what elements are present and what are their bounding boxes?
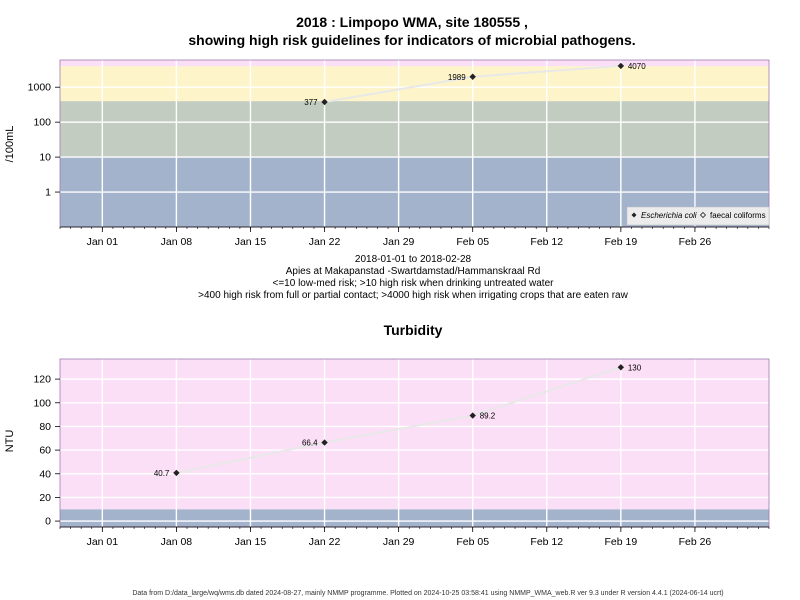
site-description-note: Apies at Makapanstad -Swartdamstad/Hamma… (286, 266, 541, 277)
x-tick-label: Feb 26 (679, 236, 712, 248)
legend-label-faecal-coliforms: faecal coliforms (710, 211, 766, 220)
x-tick-label: Jan 22 (309, 536, 341, 548)
contact-irrigation-risk-note: >400 high risk from full or partial cont… (198, 290, 628, 301)
data-label: 130 (628, 363, 642, 372)
x-tick-label: Feb 05 (456, 536, 489, 548)
x-tick-label: Feb 19 (604, 236, 637, 248)
data-point (469, 73, 476, 80)
microbial-plot-area: Jan 01 Jan 08 Jan 15 Jan 22 Jan 29 Feb 05 Feb … (28, 59, 770, 248)
x-tick-label: Jan 22 (309, 236, 341, 248)
x-tick-label: Feb 05 (456, 236, 489, 248)
y-tick-label: 20 (39, 492, 51, 504)
drinking-risk-note: <=10 low-med risk; >10 high risk when dr… (273, 278, 555, 289)
data-label: 89.2 (480, 412, 496, 421)
x-tick-label: Feb 12 (530, 236, 563, 248)
y-tick-label: 40 (39, 468, 51, 480)
risk-band (60, 66, 769, 102)
data-label: 1989 (448, 73, 466, 82)
x-tick-label: Jan 29 (383, 236, 415, 248)
x-tick-label: Jan 08 (161, 536, 193, 548)
data-point (617, 62, 625, 70)
y-tick-label: 120 (33, 374, 51, 386)
x-tick-label: Jan 15 (235, 236, 267, 248)
legend: Escherichia coli faecal coliforms (626, 206, 770, 226)
data-point (321, 98, 328, 106)
data-point (469, 412, 476, 419)
x-tick-label: Jan 01 (87, 536, 119, 548)
risk-band (60, 359, 769, 510)
y-tick-label: 10 (39, 152, 51, 164)
series-line (176, 366, 622, 474)
data-point (173, 469, 180, 477)
legend-filled-diamond-icon (631, 212, 637, 218)
data-point (617, 364, 625, 371)
date-range-note: 2018-01-01 to 2018-02-28 (355, 254, 472, 265)
risk-band (60, 101, 769, 158)
x-tick-label: Feb 12 (530, 536, 563, 548)
x-tick-label: Feb 26 (679, 536, 712, 548)
y-tick-label: 60 (39, 445, 51, 457)
turbidity-plot-area: Jan 01 Jan 08 Jan 15 Jan 22 Jan 29 Feb 05 Feb … (33, 358, 770, 548)
x-tick-label: Jan 08 (161, 236, 193, 248)
y-tick-label: 100 (33, 117, 51, 129)
data-label: 66.4 (302, 439, 318, 448)
chart-title-line1: 2018 : Limpopo WMA, site 180555 , (296, 14, 528, 30)
x-tick-label: Jan 15 (235, 536, 267, 548)
data-label: 377 (304, 98, 318, 107)
x-tick-label: Jan 01 (87, 236, 119, 248)
y-axis-label-microbial: /100mL (4, 126, 16, 163)
legend-label-escherichia-coli: Escherichia coli (641, 211, 697, 220)
legend-box (626, 206, 770, 226)
risk-band (60, 60, 769, 67)
y-tick-label: 1 (45, 187, 51, 199)
legend-open-diamond-icon (699, 211, 707, 219)
y-axis-label-turbidity: NTU (4, 430, 16, 453)
x-tick-label: Jan 29 (383, 536, 415, 548)
turbidity-title: Turbidity (384, 322, 443, 338)
y-tick-label: 80 (39, 421, 51, 433)
y-tick-label: 0 (45, 516, 51, 528)
data-label: 4070 (628, 62, 646, 71)
y-tick-label: 100 (33, 397, 51, 409)
footer-credit: Data from D:/data_large/wq/wms.db dated … (132, 590, 723, 597)
risk-band (60, 509, 769, 527)
data-label: 40.7 (154, 469, 170, 478)
x-tick-label: Feb 19 (604, 536, 637, 548)
chart-title-line2: showing high risk guidelines for indicat… (188, 32, 635, 48)
data-point (321, 439, 328, 446)
y-tick-label: 1000 (28, 82, 52, 94)
